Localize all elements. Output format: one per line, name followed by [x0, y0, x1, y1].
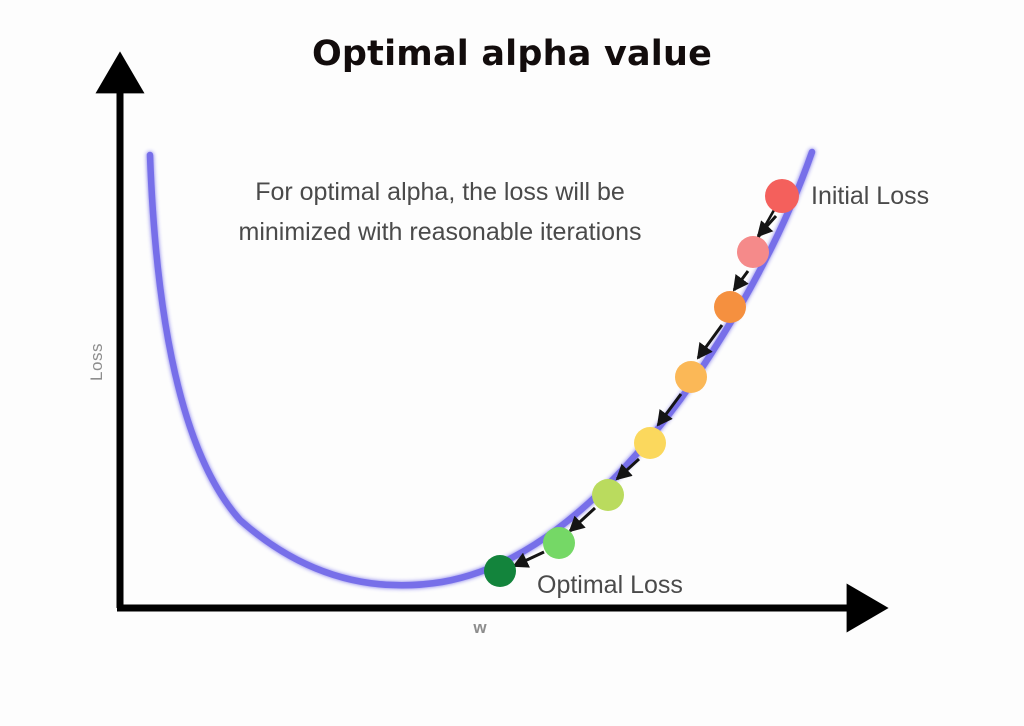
step-dot-6	[592, 479, 624, 511]
step-dot-7	[543, 527, 575, 559]
axes	[95, 51, 889, 633]
descent-arrow-2	[732, 270, 750, 292]
descent-arrow-7	[512, 550, 545, 568]
annotation-line-1: For optimal alpha, the loss will be	[255, 178, 625, 206]
annotation-text: For optimal alpha, the loss will be mini…	[150, 172, 730, 252]
optimal-loss-label: Optimal Loss	[537, 571, 683, 599]
initial-loss-label: Initial Loss	[811, 182, 930, 210]
loss-curve	[146, 148, 816, 589]
page-title: Optimal alpha value	[311, 34, 713, 74]
descent-arrow-5	[615, 457, 641, 481]
descent-arrow-4	[656, 393, 683, 427]
descent-arrow-3	[696, 324, 724, 360]
annotation-line-2: minimized with reasonable iterations	[238, 218, 642, 246]
descent-arrow-6	[568, 506, 597, 533]
y-axis-label: Loss	[87, 343, 106, 381]
step-dot-1-initial-loss	[765, 179, 799, 213]
x-axis-label: w	[473, 618, 487, 637]
step-dot-3	[714, 291, 746, 323]
step-dot-4	[675, 361, 707, 393]
gradient-descent-points	[484, 179, 799, 587]
step-dot-5	[634, 427, 666, 459]
step-dot-8-optimal-loss	[484, 555, 516, 587]
step-dot-2	[737, 236, 769, 268]
